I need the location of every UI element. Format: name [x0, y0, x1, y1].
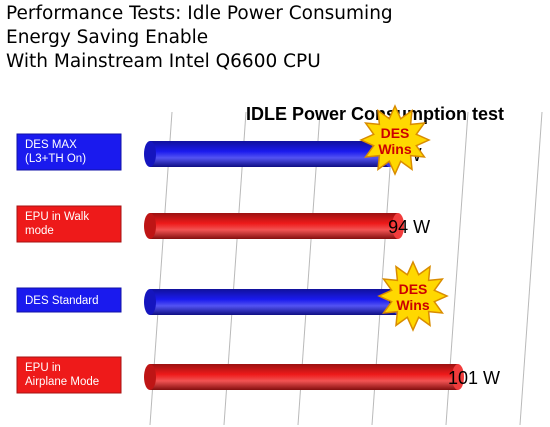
badge-label: DES: [399, 281, 428, 297]
category-box: [16, 133, 122, 171]
des-wins-badge: [377, 260, 449, 332]
heading-line-3: With Mainstream Intel Q6600 CPU: [6, 51, 321, 72]
bar: [150, 289, 399, 315]
bar-start-cap: [144, 141, 156, 167]
category-box: [16, 356, 122, 394]
category-label: (L3+TH On): [25, 153, 86, 165]
bar: [150, 141, 390, 167]
slide-heading: Performance Tests: Idle Power Consuming …: [6, 2, 393, 74]
heading-line-2: Energy Saving Enable: [6, 27, 209, 48]
badge-label: Wins: [378, 141, 412, 157]
category-label: mode: [25, 225, 54, 237]
bar-start-cap: [144, 289, 156, 315]
category-box: [16, 205, 122, 243]
badge-label: DES: [381, 125, 410, 141]
category-label: DES Standard: [25, 295, 99, 307]
value-label: 101 W: [448, 368, 500, 388]
badge-label: Wins: [396, 297, 430, 313]
chart-title: IDLE Power Consumption test: [246, 104, 504, 124]
value-label: 94 W: [388, 217, 430, 237]
bar-end-cap: [392, 213, 405, 239]
category-label: EPU in: [25, 362, 61, 374]
category-label: DES MAX: [25, 139, 77, 151]
bar: [150, 364, 458, 390]
des-wins-badge: [359, 104, 431, 176]
heading-line-1: Performance Tests: Idle Power Consuming: [6, 3, 393, 24]
bar-end-cap: [452, 364, 464, 390]
bar-start-cap: [144, 213, 156, 239]
category-box: [16, 287, 122, 313]
category-label: EPU in Walk: [25, 211, 89, 223]
bar-start-cap: [144, 364, 156, 390]
grid-line: [519, 111, 543, 426]
category-label: Airplane Mode: [25, 376, 99, 388]
bar: [150, 213, 399, 239]
